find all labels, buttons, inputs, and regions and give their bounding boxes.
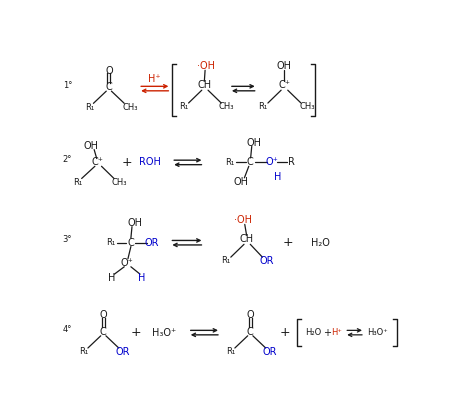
Text: CH₃: CH₃ xyxy=(122,103,138,112)
Text: H: H xyxy=(138,273,146,283)
Text: R₁: R₁ xyxy=(179,102,188,111)
Text: C: C xyxy=(247,158,254,167)
Text: ROH: ROH xyxy=(139,158,161,167)
Text: R₁: R₁ xyxy=(73,178,82,187)
Text: C⁺: C⁺ xyxy=(92,158,104,167)
Text: 4°: 4° xyxy=(63,325,72,334)
Text: +: + xyxy=(280,326,291,339)
Text: R₁: R₁ xyxy=(79,347,89,357)
Text: C: C xyxy=(247,327,254,337)
Text: C: C xyxy=(100,327,107,337)
Text: CH: CH xyxy=(197,80,211,90)
Text: H: H xyxy=(274,172,282,182)
Text: ·OH: ·OH xyxy=(197,61,215,71)
Text: +: + xyxy=(323,328,331,338)
Text: R₁: R₁ xyxy=(258,102,268,111)
Text: O⁺: O⁺ xyxy=(121,258,134,268)
Text: H₃O⁺: H₃O⁺ xyxy=(152,328,176,338)
Text: OH: OH xyxy=(276,61,292,71)
Text: OH: OH xyxy=(84,141,99,151)
Text: OH: OH xyxy=(127,218,142,228)
Text: H₂O: H₂O xyxy=(310,238,329,248)
Text: H⁺: H⁺ xyxy=(331,328,342,337)
Text: CH₃: CH₃ xyxy=(219,102,234,111)
Text: CH: CH xyxy=(239,234,254,244)
Text: OR: OR xyxy=(260,256,274,266)
Text: H₂O: H₂O xyxy=(305,328,321,337)
Text: +: + xyxy=(122,156,133,169)
Text: +: + xyxy=(283,236,293,249)
Text: R: R xyxy=(288,158,295,167)
Text: C: C xyxy=(106,82,112,92)
Text: 2°: 2° xyxy=(63,155,72,164)
Text: O: O xyxy=(100,310,107,320)
Text: H₃O⁺: H₃O⁺ xyxy=(367,328,388,337)
Text: R₁: R₁ xyxy=(226,158,235,167)
Text: CH₃: CH₃ xyxy=(111,178,127,187)
Text: OH: OH xyxy=(234,177,248,187)
Text: H: H xyxy=(108,273,116,283)
Text: 3°: 3° xyxy=(63,235,72,244)
Text: ·OH: ·OH xyxy=(234,215,252,225)
Text: OR: OR xyxy=(116,347,130,357)
Text: +: + xyxy=(131,326,142,339)
Text: C: C xyxy=(128,238,134,248)
Text: OR: OR xyxy=(145,238,159,248)
Text: R₁: R₁ xyxy=(85,103,94,112)
Text: CH₃: CH₃ xyxy=(299,102,315,111)
Text: O: O xyxy=(246,310,254,320)
Text: 1°: 1° xyxy=(63,81,72,90)
Text: H⁺: H⁺ xyxy=(148,74,161,84)
Text: R₁: R₁ xyxy=(221,256,231,266)
Text: O: O xyxy=(105,66,113,76)
Text: OH: OH xyxy=(246,138,262,148)
Text: R₁: R₁ xyxy=(226,347,236,357)
Text: OR: OR xyxy=(263,347,277,357)
Text: O⁺: O⁺ xyxy=(265,158,278,167)
Text: C⁺: C⁺ xyxy=(278,80,290,90)
Text: R₁: R₁ xyxy=(106,238,115,247)
